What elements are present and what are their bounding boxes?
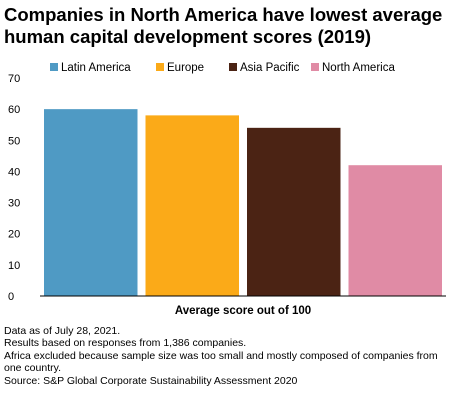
y-tick-label: 10 [8, 260, 20, 272]
y-tick-label: 30 [8, 198, 20, 210]
legend-swatch-europe [156, 63, 164, 71]
legend-label-europe: Europe [167, 62, 204, 74]
legend-swatch-north-america [311, 63, 319, 71]
legend-label-asia-pacific: Asia Pacific [240, 62, 300, 74]
y-tick-label: 40 [8, 166, 20, 178]
chart-title: Companies in North America have lowest a… [4, 4, 443, 47]
footnote-sample: Results based on responses from 1,386 co… [4, 337, 247, 350]
bar-asia-pacific [247, 127, 341, 296]
legend-swatch-asia-pacific [229, 63, 237, 71]
y-tick-label: 60 [8, 104, 20, 116]
y-axis: 0 10 20 30 40 50 60 70 [8, 73, 20, 303]
bar-chart: Latin America Europe Asia Pacific North Ame… [8, 62, 446, 317]
bar-north-america [348, 165, 442, 296]
legend-label-latin-america: Latin America [61, 62, 131, 74]
footnotes: Data as of July 28, 2021. Results based … [4, 325, 446, 387]
y-tick-label: 70 [8, 73, 20, 85]
legend: Latin America Europe Asia Pacific North Ame… [50, 62, 395, 74]
y-tick-label: 50 [8, 135, 20, 147]
y-tick-label: 0 [8, 291, 14, 303]
bar-europe [145, 115, 239, 296]
x-axis-label: Average score out of 100 [175, 305, 311, 317]
legend-label-north-america: North America [322, 62, 395, 74]
footnote-date: Data as of July 28, 2021. [4, 325, 121, 337]
y-tick-label: 20 [8, 229, 20, 241]
bars [44, 109, 442, 296]
footnote-source: Source: S&P Global Corporate Sustainabil… [4, 374, 298, 387]
footnote-exclusion: Africa excluded because sample size was … [4, 349, 438, 375]
bar-latin-america [44, 109, 138, 296]
legend-swatch-latin-america [50, 63, 58, 71]
